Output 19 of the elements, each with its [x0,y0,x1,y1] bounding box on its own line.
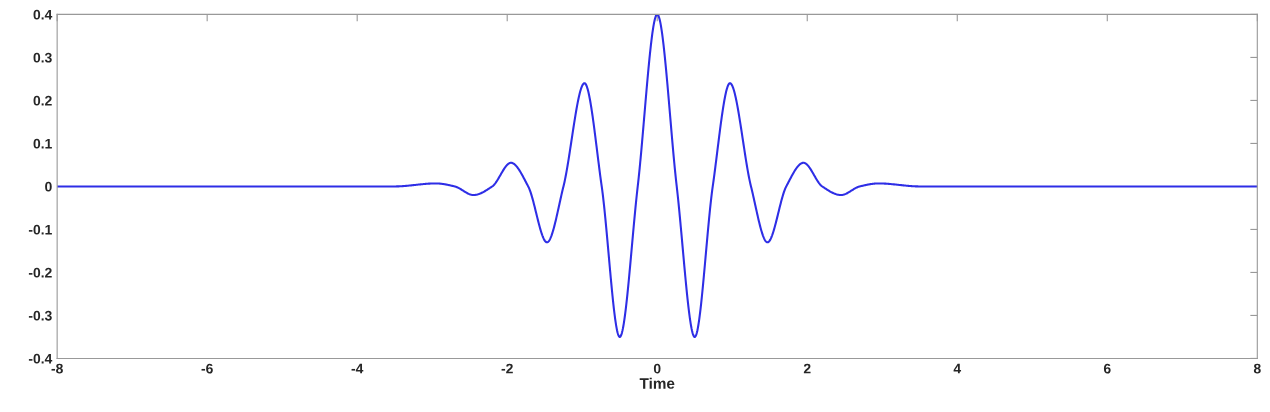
x-tick-label: -6 [201,363,213,374]
x-tick-label: 0 [653,363,661,374]
y-tick-label: -0.3 [28,310,52,321]
x-axis-title: Time [639,377,675,389]
y-tick-label: 0.1 [33,138,52,149]
y-tick-label: -0.2 [28,267,52,278]
x-tick-label: 2 [803,363,811,374]
y-tick-label: 0.2 [33,95,52,106]
x-tick-label: -2 [501,363,513,374]
x-tick-label: -4 [351,363,364,374]
x-tick-label: 4 [953,363,962,374]
x-tick-label: -8 [51,363,63,374]
x-tick-label: 8 [1253,363,1261,374]
y-tick-label: -0.4 [28,353,53,364]
y-tick-label: 0.4 [33,9,53,20]
y-tick-label: -0.1 [28,224,52,235]
x-tick-label: 6 [1103,363,1111,374]
y-tick-label: 0.3 [33,52,52,63]
y-tick-label: 0 [45,181,52,192]
